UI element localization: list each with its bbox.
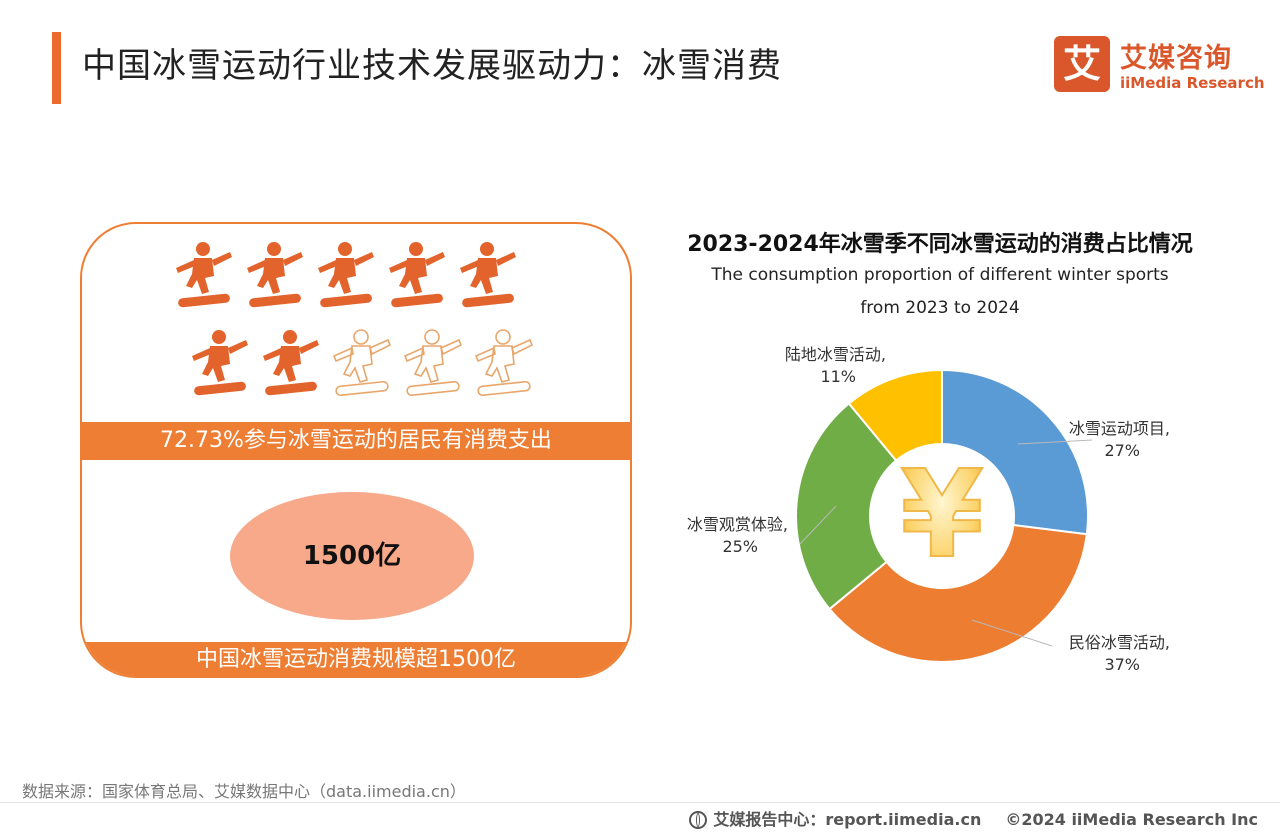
slice-value-3: 11% <box>820 367 856 386</box>
snowboarder-icon <box>332 329 392 397</box>
globe-icon <box>689 811 708 829</box>
scale-ellipse: 1500亿 <box>230 492 474 620</box>
snowboarder-icon <box>263 330 319 396</box>
chart-title: 2023-2024年冰雪季不同冰雪运动的消费占比情况 <box>687 232 1193 257</box>
slice-label-3: 陆地冰雪活动, <box>785 345 886 364</box>
report-center-link[interactable]: 艾媒报告中心：report.iimedia.cn <box>713 810 982 829</box>
slice-value-0: 27% <box>1104 441 1140 460</box>
snowboarder-icon <box>192 330 248 396</box>
consumption-panel: 72.73%参与冰雪运动的居民有消费支出 1500亿 中国冰雪运动消费规模超15… <box>80 222 632 678</box>
slice-label-1: 民俗冰雪活动, <box>1069 633 1170 652</box>
snowboarder-icon <box>460 242 516 308</box>
leader-line-2 <box>799 505 837 545</box>
donut-slice-3 <box>847 368 943 462</box>
snowboarder-icon <box>474 329 534 397</box>
snowboarder-icon <box>176 242 232 308</box>
leader-line-0 <box>1017 439 1093 445</box>
donut-slice-1 <box>828 523 1088 663</box>
share-banner: 72.73%参与冰雪运动的居民有消费支出 <box>82 422 630 460</box>
yuan-icon: ¥ <box>900 446 984 585</box>
donut-chart: ¥ 冰雪运动项目, 27% 民俗冰雪活动, 37% 冰雪观赏体验, 25% 陆地冰雪活动, 11… <box>687 345 1170 674</box>
title-accent-bar <box>52 32 61 104</box>
snowboarder-icon <box>318 242 374 308</box>
slice-label-0: 冰雪运动项目, <box>1069 419 1170 438</box>
footer-bar: 艾媒报告中心：report.iimedia.cn ©2024 iiMedia Re… <box>689 806 1258 830</box>
leader-line-1 <box>971 619 1053 647</box>
snowboarder-icon <box>389 242 445 308</box>
chart-subtitle-line-2: from 2023 to 2024 <box>860 298 1020 318</box>
snowboarder-icon <box>247 242 303 308</box>
chart-subtitle-line-1: The consumption proportion of different … <box>711 265 1169 285</box>
copyright: ©2024 iiMedia Research Inc <box>1005 810 1258 829</box>
brand-logo: 艾 艾媒咨询 iiMedia Research <box>1054 36 1265 98</box>
snowboarder-icon-grid <box>172 240 542 410</box>
logo-name-en: iiMedia Research <box>1120 74 1265 92</box>
donut-slice-0 <box>941 368 1089 536</box>
data-source: 数据来源：国家体育总局、艾媒数据中心（data.iimedia.cn） <box>22 782 466 801</box>
donut-slice-2 <box>795 402 898 611</box>
slice-label-2: 冰雪观赏体验, <box>687 515 788 534</box>
logo-name-cn: 艾媒咨询 <box>1120 43 1232 74</box>
scale-banner: 中国冰雪运动消费规模超1500亿 <box>82 642 630 676</box>
page-title: 中国冰雪运动行业技术发展驱动力：冰雪消费 <box>82 46 782 86</box>
slice-value-2: 25% <box>722 537 758 556</box>
footer-divider <box>0 802 1280 803</box>
snowboarder-icon <box>403 329 463 397</box>
logo-icon: 艾 <box>1054 36 1110 92</box>
slice-value-1: 37% <box>1104 655 1140 674</box>
